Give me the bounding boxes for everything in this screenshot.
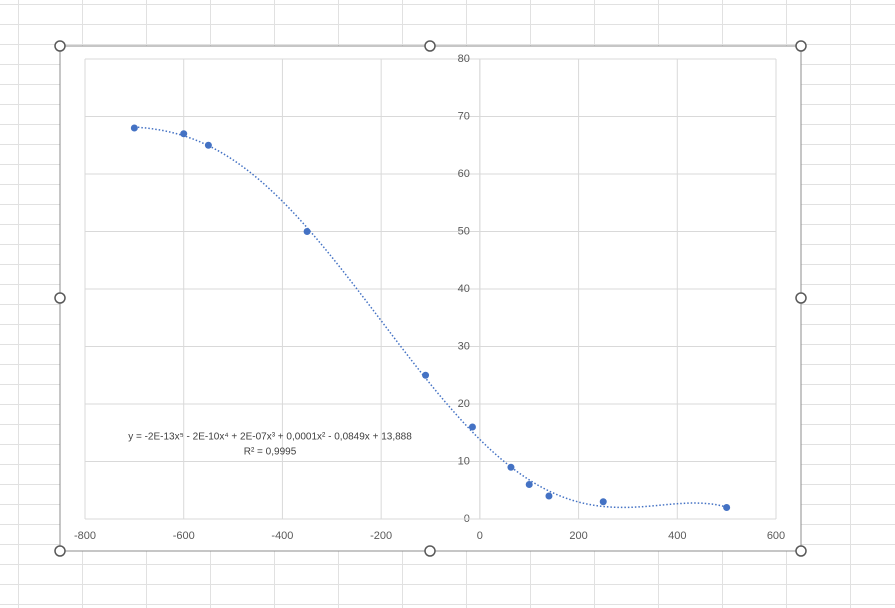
y-tick-label: 20	[458, 398, 470, 410]
x-tick-label: -800	[74, 530, 96, 542]
handle[interactable]	[424, 40, 436, 52]
y-tick-label: 30	[458, 340, 470, 352]
x-tick-label: -400	[271, 530, 293, 542]
handle[interactable]	[54, 545, 66, 557]
x-tick-label: 0	[477, 530, 483, 542]
y-tick-label: 70	[458, 110, 470, 122]
data-point	[599, 498, 607, 506]
trendline-r-squared: R² = 0,9995	[244, 447, 297, 458]
data-point	[468, 423, 476, 431]
data-point	[130, 124, 138, 132]
chart-area[interactable]	[59, 45, 802, 552]
data-point	[545, 492, 553, 500]
handle[interactable]	[424, 545, 436, 557]
data-point	[180, 130, 188, 138]
x-tick-label: -200	[370, 530, 392, 542]
trendline-equation: y = -2E-13x⁵ - 2E-10x⁴ + 2E-07x³ + 0,000…	[128, 432, 412, 443]
y-tick-label: 80	[458, 53, 470, 65]
x-tick-label: 400	[668, 530, 686, 542]
handle[interactable]	[54, 40, 66, 52]
data-point	[303, 228, 311, 235]
selection-handles	[54, 40, 807, 557]
data-point	[525, 481, 533, 488]
x-tick-label: -600	[173, 530, 195, 542]
handle[interactable]	[795, 40, 807, 52]
handle[interactable]	[795, 292, 807, 304]
y-tick-label: 50	[458, 225, 470, 237]
y-tick-label: 60	[458, 168, 470, 180]
trendline	[134, 126, 727, 509]
data-point	[204, 141, 212, 149]
x-tick-label: 600	[767, 530, 785, 542]
y-tick-label: 10	[458, 455, 470, 467]
data-point	[422, 371, 430, 379]
handle[interactable]	[795, 545, 807, 557]
handle[interactable]	[54, 292, 66, 304]
data-point	[507, 463, 515, 471]
y-tick-label: 40	[458, 283, 470, 295]
x-tick-label: 200	[569, 530, 587, 542]
data-point	[723, 504, 731, 511]
